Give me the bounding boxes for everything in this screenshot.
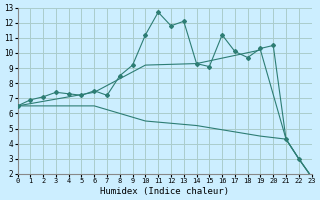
X-axis label: Humidex (Indice chaleur): Humidex (Indice chaleur) [100, 187, 229, 196]
